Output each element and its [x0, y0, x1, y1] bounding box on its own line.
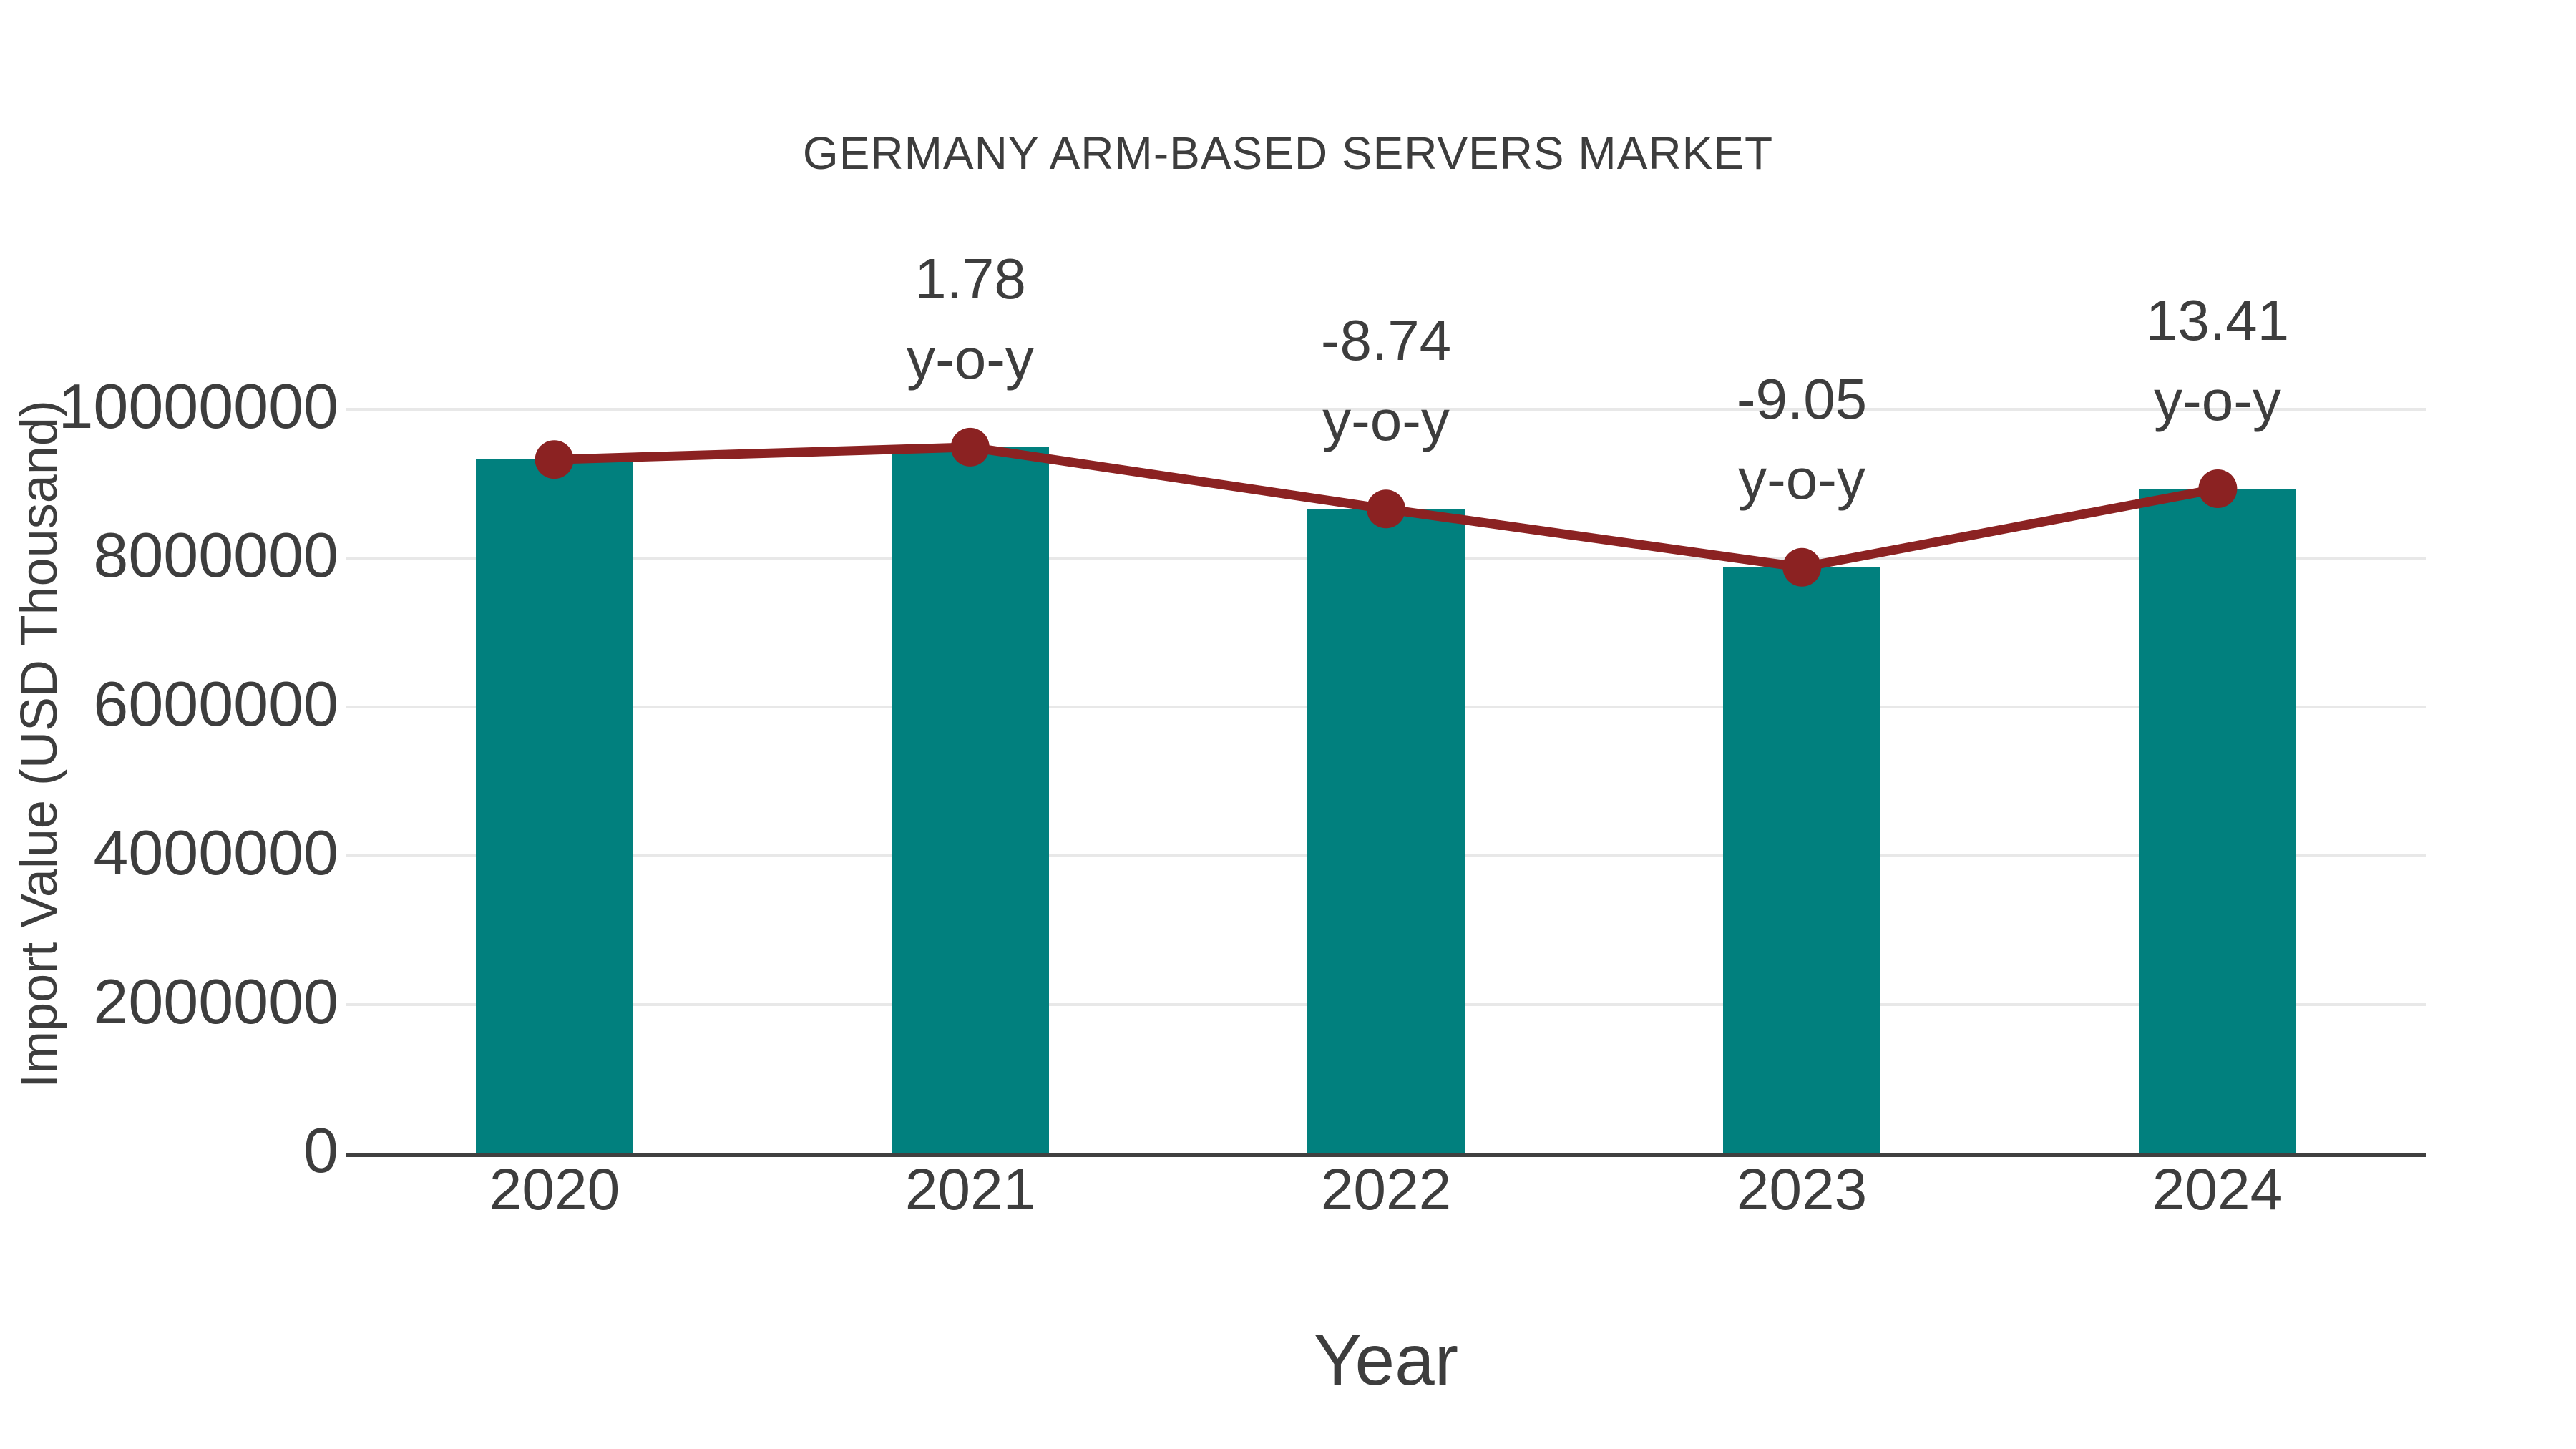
- y-tick-label: 4000000: [93, 817, 338, 888]
- y-tick-label: 8000000: [93, 519, 338, 590]
- bar-2023: [1723, 567, 1880, 1153]
- x-tick-label-2021: 2021: [904, 1157, 1036, 1222]
- x-tick-label-2022: 2022: [1320, 1157, 1452, 1222]
- bar-2021: [892, 447, 1049, 1153]
- y-tick-label: 0: [303, 1115, 338, 1186]
- yoy-annotation-2021: 1.78 y-o-y: [907, 247, 1034, 391]
- y-tick-label: 6000000: [93, 668, 338, 739]
- gridline: [346, 408, 2426, 411]
- x-tick-label-2020: 2020: [489, 1157, 620, 1222]
- x-tick-label-2024: 2024: [2152, 1157, 2283, 1222]
- chart-title: GERMANY ARM-BASED SERVERS MARKET: [802, 127, 1774, 179]
- bar-2022: [1307, 509, 1465, 1153]
- yoy-annotation-2022: -8.74 y-o-y: [1320, 308, 1452, 452]
- yoy-annotation-2024: 13.41 y-o-y: [2145, 288, 2290, 432]
- x-axis-title: Year: [1313, 1320, 1459, 1400]
- y-tick-label: 2000000: [93, 966, 338, 1037]
- y-tick-label: 10000000: [58, 371, 338, 441]
- yoy-annotation-2023: -9.05 y-o-y: [1736, 367, 1868, 511]
- bar-2020: [476, 459, 633, 1153]
- bar-2024: [2139, 489, 2296, 1153]
- x-tick-label-2023: 2023: [1736, 1157, 1868, 1222]
- y-axis-title: Import Value (USD Thousand): [11, 400, 68, 1088]
- x-axis-line: [346, 1153, 2426, 1157]
